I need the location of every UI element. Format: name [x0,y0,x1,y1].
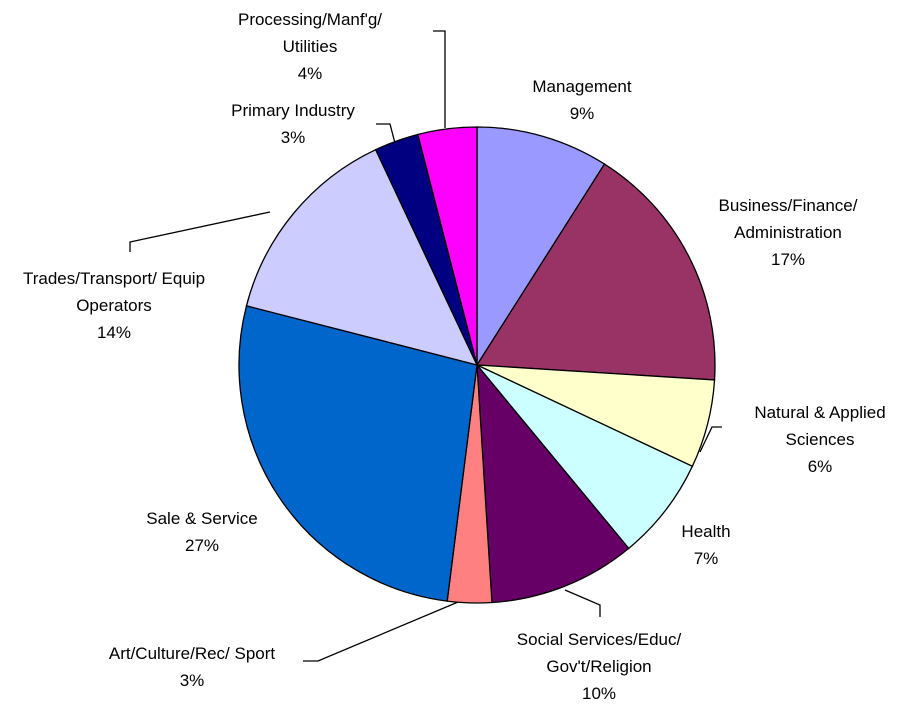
category-label: Sale & Service [146,509,258,528]
slice-label: Health 7% [681,518,730,572]
category-label: Art/Culture/Rec/ Sport [108,644,276,663]
category-label: Business/Finance/ Administration [718,196,858,242]
leader-lines [129,30,722,662]
pie-slice [245,148,479,366]
slice-label: Art/Culture/Rec/ Sport 3% [109,640,275,694]
value-label: 3% [179,671,205,690]
pie-slice [475,163,716,381]
category-label: Trades/Transport/ Equip Operators [22,269,206,315]
category-label: Processing/Manf'g/ Utilities [237,10,383,56]
slice-label: Sale & Service 27% [146,505,258,559]
slice-label: Natural & Applied Sciences 6% [754,399,885,480]
category-label: Social Services/Educ/ Gov't/Religion [516,630,682,676]
leader-line [699,426,722,453]
value-label: 3% [280,128,306,147]
slice-label: Trades/Transport/ Equip Operators 14% [23,265,205,346]
slice-label: Management 9% [532,73,631,127]
value-label: 27% [184,536,220,555]
pie-slice [476,126,606,368]
value-label: 10% [581,684,617,703]
pie-slice [417,126,478,366]
value-label: 14% [96,323,132,342]
leader-line [564,589,601,617]
slice-label: Primary Industry 3% [231,97,355,151]
slice-label: Business/Finance/ Administration 17% [719,192,858,273]
leader-line [303,596,471,662]
value-label: 6% [807,457,833,476]
leader-line [433,30,446,128]
leader-line [376,123,397,148]
value-label: 9% [569,104,595,123]
pie-slice [476,364,694,550]
category-label: Management [532,77,632,96]
pie [238,126,716,604]
pie-slice [238,305,478,602]
leader-line [129,211,271,252]
slice-label: Processing/Manf'g/ Utilities 4% [238,6,382,87]
category-label: Natural & Applied Sciences [754,403,886,449]
value-label: 4% [297,64,323,83]
slice-label: Social Services/Educ/ Gov't/Religion 10% [517,626,681,707]
value-label: 7% [693,549,719,568]
value-label: 17% [770,250,806,269]
category-label: Health [681,522,731,541]
pie-slice [476,363,630,604]
category-label: Primary Industry [231,101,355,120]
